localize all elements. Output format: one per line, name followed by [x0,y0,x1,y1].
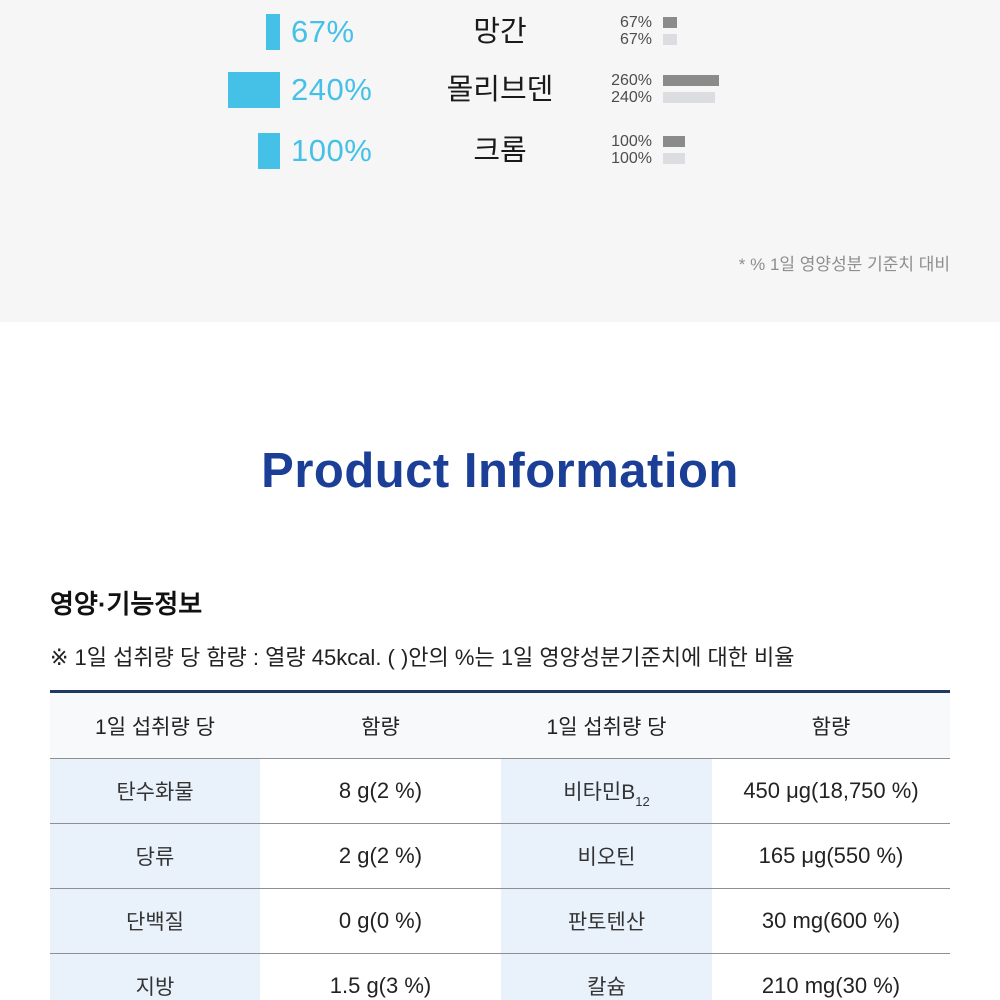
header-amount-left: 함량 [260,693,501,758]
table-header-row: 1일 섭취량 당 함량 1일 섭취량 당 함량 [50,693,950,758]
table-row: 지방 1.5 g(3 %) 칼슘 210 mg(30 %) [50,953,950,1000]
chart-row-chromium: 100% 크롬 100% 100% [0,133,1000,169]
nutrient-label: 당류 [50,824,260,888]
main-value-molybdenum: 240% [291,72,373,107]
nutrient-label: 판토텐산 [501,889,712,953]
header-intake-right: 1일 섭취량 당 [501,693,712,758]
chart-row-manganese: 67% 망간 67% 67% [0,14,1000,50]
header-intake-left: 1일 섭취량 당 [50,693,260,758]
ref-label-light: 67% [619,30,652,48]
nutrient-value: 450 μg(18,750 %) [712,759,950,823]
ref-bars-chromium: 100% 100% [560,132,685,168]
nutrient-label: 칼슘 [501,954,712,1000]
nutrient-label-subscript: 12 [635,794,650,809]
ref-row-light: 67% [560,30,677,48]
main-value-manganese: 67% [291,14,355,49]
nutrient-value: 0 g(0 %) [260,889,501,953]
nutrition-heading: 영양·기능정보 [50,589,203,619]
ref-label-light: 240% [611,88,652,106]
nutrient-label: 탄수화물 [50,759,260,823]
nutrient-value: 165 μg(550 %) [712,824,950,888]
nutrient-name-molybdenum: 몰리브덴 [446,74,554,106]
nutrient-label-text: 비타민B [563,781,636,804]
ref-row-light: 240% [560,88,719,106]
main-bar-molybdenum [228,72,280,108]
ref-label-dark: 100% [611,132,652,150]
nutrient-chart-section: 67% 망간 67% 67% 240% 몰리브덴 260% [0,0,1000,322]
nutrient-label: 단백질 [50,889,260,953]
ref-bar-light [663,153,685,164]
ref-row-light: 100% [560,149,685,167]
nutrient-value: 2 g(2 %) [260,824,501,888]
header-amount-right: 함량 [712,693,950,758]
ref-row-dark: 260% [560,71,719,89]
nutrient-label: 비오틴 [501,824,712,888]
nutrition-section: 영양·기능정보 ※ 1일 섭취량 당 함량 : 열량 45kcal. ( )안의… [50,584,950,1000]
ref-row-dark: 100% [560,132,685,150]
nutrient-name-manganese: 망간 [473,16,527,48]
chart-row-molybdenum: 240% 몰리브덴 260% 240% [0,72,1000,108]
ref-bar-dark [663,17,677,28]
nutrient-value: 30 mg(600 %) [712,889,950,953]
nutrient-value: 210 mg(30 %) [712,954,950,1000]
main-bar-chromium [258,133,280,169]
ref-label-light: 100% [611,149,652,167]
main-value-chromium: 100% [291,133,373,168]
nutrient-label: 비타민B 12 [501,759,712,823]
ref-row-dark: 67% [560,13,677,31]
ref-label-dark: 67% [619,13,652,31]
ref-bar-dark [663,75,719,86]
chart-footnote: * % 1일 영양성분 기준치 대비 [738,255,950,274]
ref-bars-molybdenum: 260% 240% [560,71,719,107]
table-row: 탄수화물 8 g(2 %) 비타민B 12 450 μg(18,750 %) [50,758,950,823]
nutrient-value: 1.5 g(3 %) [260,954,501,1000]
nutrient-label: 지방 [50,954,260,1000]
nutrition-note: ※ 1일 섭취량 당 함량 : 열량 45kcal. ( )안의 %는 1일 영… [50,645,795,670]
ref-bar-dark [663,136,685,147]
nutrient-value: 8 g(2 %) [260,759,501,823]
ref-bar-light [663,92,715,103]
nutrition-table: 1일 섭취량 당 함량 1일 섭취량 당 함량 탄수화물 8 g(2 %) 비타… [50,690,950,1000]
main-bar-manganese [266,14,280,50]
ref-bars-manganese: 67% 67% [560,13,677,49]
ref-bar-light [663,34,677,45]
table-row: 단백질 0 g(0 %) 판토텐산 30 mg(600 %) [50,888,950,953]
ref-label-dark: 260% [611,71,652,89]
table-row: 당류 2 g(2 %) 비오틴 165 μg(550 %) [50,823,950,888]
page-title: Product Information [261,444,739,498]
nutrient-name-chromium: 크롬 [473,135,527,167]
